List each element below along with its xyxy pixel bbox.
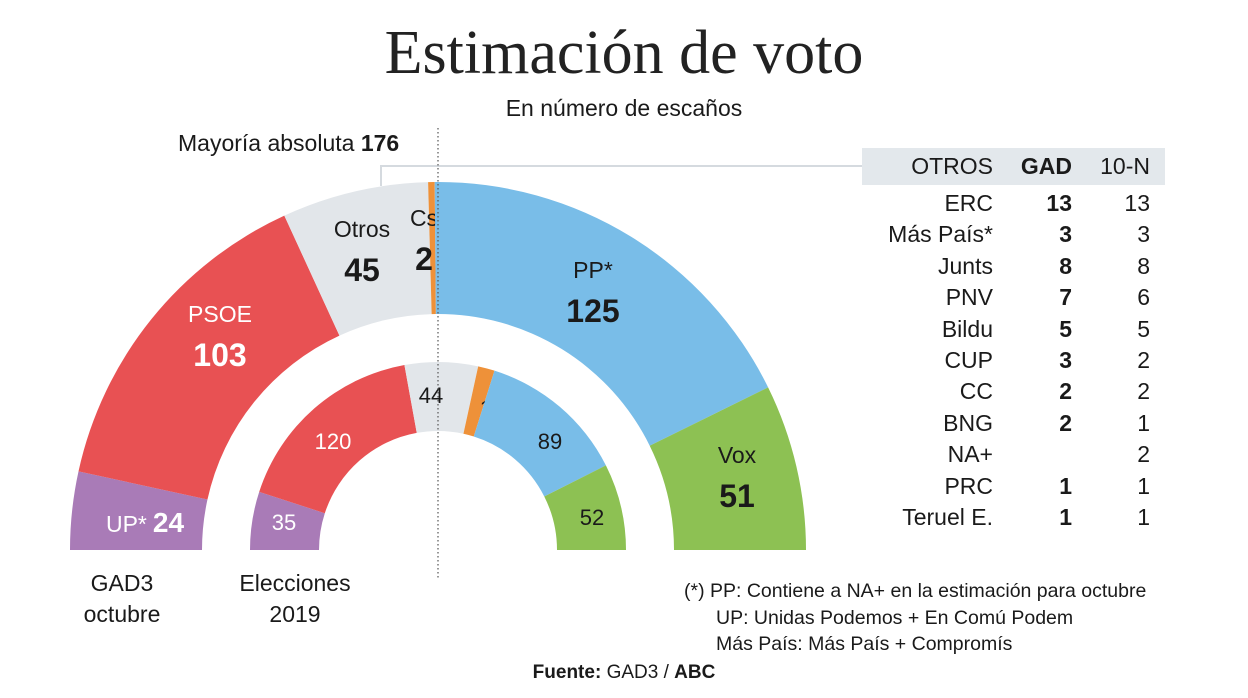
table-row: Junts 8 8 [862, 248, 1165, 279]
source-outlet: ABC [674, 662, 716, 683]
gad-seats: 3 [1059, 346, 1072, 373]
gad-seats: 2 [1059, 409, 1072, 436]
outer-slice-label: UP* 24 [106, 507, 184, 538]
table-row: ERC 13 13 [862, 185, 1165, 216]
10n-seats: 2 [1137, 378, 1150, 405]
party-name: BNG [943, 409, 993, 436]
outer-slice-name: PP* [573, 257, 613, 283]
table-row: CC 2 2 [862, 373, 1165, 404]
outer-slice-value: 103 [193, 337, 246, 373]
party-name: PRC [944, 472, 993, 499]
gad-seats: 2 [1059, 378, 1072, 405]
table-row: Más País* 3 3 [862, 216, 1165, 247]
footnote: Más País: Más País + Compromís [716, 633, 1013, 655]
10n-seats: 1 [1137, 472, 1150, 499]
gad-seats: 7 [1059, 284, 1072, 311]
gad-seats: 1 [1059, 503, 1072, 530]
majority-annotation: Mayoría absoluta 176 [178, 130, 399, 157]
source-label: Fuente: [532, 662, 602, 683]
10n-seats: 13 [1124, 190, 1150, 216]
table-header: OTROS GAD 10-N [862, 148, 1165, 185]
10n-seats: 6 [1137, 284, 1150, 311]
outer-ring-label-line: GAD3 [90, 570, 154, 596]
party-name: Junts [938, 252, 993, 279]
majority-connector-line [380, 165, 862, 186]
party-name: NA+ [947, 441, 993, 468]
10n-seats: 2 [1137, 441, 1150, 468]
outer-slice-value: 125 [566, 293, 619, 329]
header-gad: GAD [1020, 153, 1072, 179]
inner-slice-up [250, 491, 325, 550]
outer-slice-name: Vox [718, 442, 757, 468]
inner-slice-value: 35 [272, 510, 296, 535]
inner-slice-otros [404, 362, 479, 434]
10n-seats: 8 [1137, 252, 1150, 279]
outer-slice-up [70, 471, 208, 550]
10n-seats: 5 [1137, 315, 1150, 342]
10n-seats: 2 [1137, 346, 1150, 373]
outer-slice-value: 2 [415, 241, 433, 277]
10n-seats: 1 [1137, 503, 1150, 530]
gad-seats: 1 [1059, 472, 1072, 499]
party-name: PNV [945, 284, 993, 311]
inner-slice-pp [473, 370, 606, 497]
inner-slice-value: 120 [315, 429, 352, 454]
party-name: ERC [944, 190, 993, 216]
outer-slice-value: 45 [344, 252, 380, 288]
outer-slice-otros [284, 182, 432, 336]
outer-slice-pp [434, 182, 769, 446]
table-row: CUP 3 2 [862, 342, 1165, 373]
outer-slice-cs [428, 182, 436, 315]
table-row: PRC 1 1 [862, 468, 1165, 499]
inner-ring-label-line: 2019 [269, 601, 321, 627]
inner-slice-value: 44 [419, 383, 443, 408]
slice-value: 24 [153, 507, 185, 538]
inner-slice-cs [463, 366, 495, 437]
inner-slice-vox [544, 465, 626, 550]
header-10n: 10-N [1100, 153, 1150, 179]
inner-ring-label-line: Elecciones [239, 570, 351, 596]
gad-seats: 5 [1059, 315, 1072, 342]
table-row: PNV 7 6 [862, 279, 1165, 310]
majority-value: 176 [360, 130, 400, 156]
gad-seats: 8 [1059, 252, 1072, 279]
source-separator: / [663, 662, 669, 683]
10n-seats: 1 [1137, 409, 1150, 436]
majority-label: Mayoría absoluta [178, 130, 355, 156]
10n-seats: 3 [1137, 221, 1150, 248]
table-row: NA+ 2 [862, 436, 1165, 467]
outer-slice-psoe [78, 215, 340, 500]
outer-slice-name: Cs [410, 205, 438, 231]
table-row: Teruel E. 1 1 [862, 499, 1165, 530]
chart-title: Estimación de voto [384, 19, 864, 87]
inner-ring-label: Elecciones 2019 [225, 568, 365, 630]
table-row: BNG 2 1 [862, 405, 1165, 436]
inner-slice-psoe [259, 365, 417, 514]
inner-slice-value: 52 [580, 505, 604, 530]
party-name: CUP [944, 346, 993, 373]
others-table: OTROS GAD 10-N ERC 13 13 Más País* 3 3 Junts 8 8… [862, 148, 1165, 530]
gad-seats: 3 [1059, 221, 1072, 248]
header-party: OTROS [911, 153, 993, 179]
outer-slice-vox [649, 387, 806, 550]
party-name: Bildu [941, 315, 993, 342]
party-name: Teruel E. [902, 503, 993, 530]
outer-ring-label-line: octubre [83, 601, 161, 627]
slice-name: UP* [106, 511, 147, 537]
party-name: CC [959, 378, 993, 405]
outer-slice-name: Otros [334, 216, 390, 242]
table-row: Bildu 5 5 [862, 311, 1165, 342]
chart-subtitle: En número de escaños [505, 95, 743, 121]
source-value: GAD3 [606, 662, 659, 683]
footnote: (*) PP: Contiene a NA+ en la estimación … [684, 580, 1147, 602]
footnote: UP: Unidas Podemos + En Comú Podem [716, 607, 1074, 629]
source-line: Fuente: GAD3 / ABC [0, 662, 1248, 684]
outer-slice-name: PSOE [188, 301, 252, 327]
inner-slice-value: 89 [538, 429, 562, 454]
party-name: Más País* [888, 221, 993, 248]
gad-seats: 13 [1046, 190, 1072, 216]
outer-ring-label: GAD3 octubre [62, 568, 182, 630]
outer-slice-value: 51 [719, 478, 755, 514]
